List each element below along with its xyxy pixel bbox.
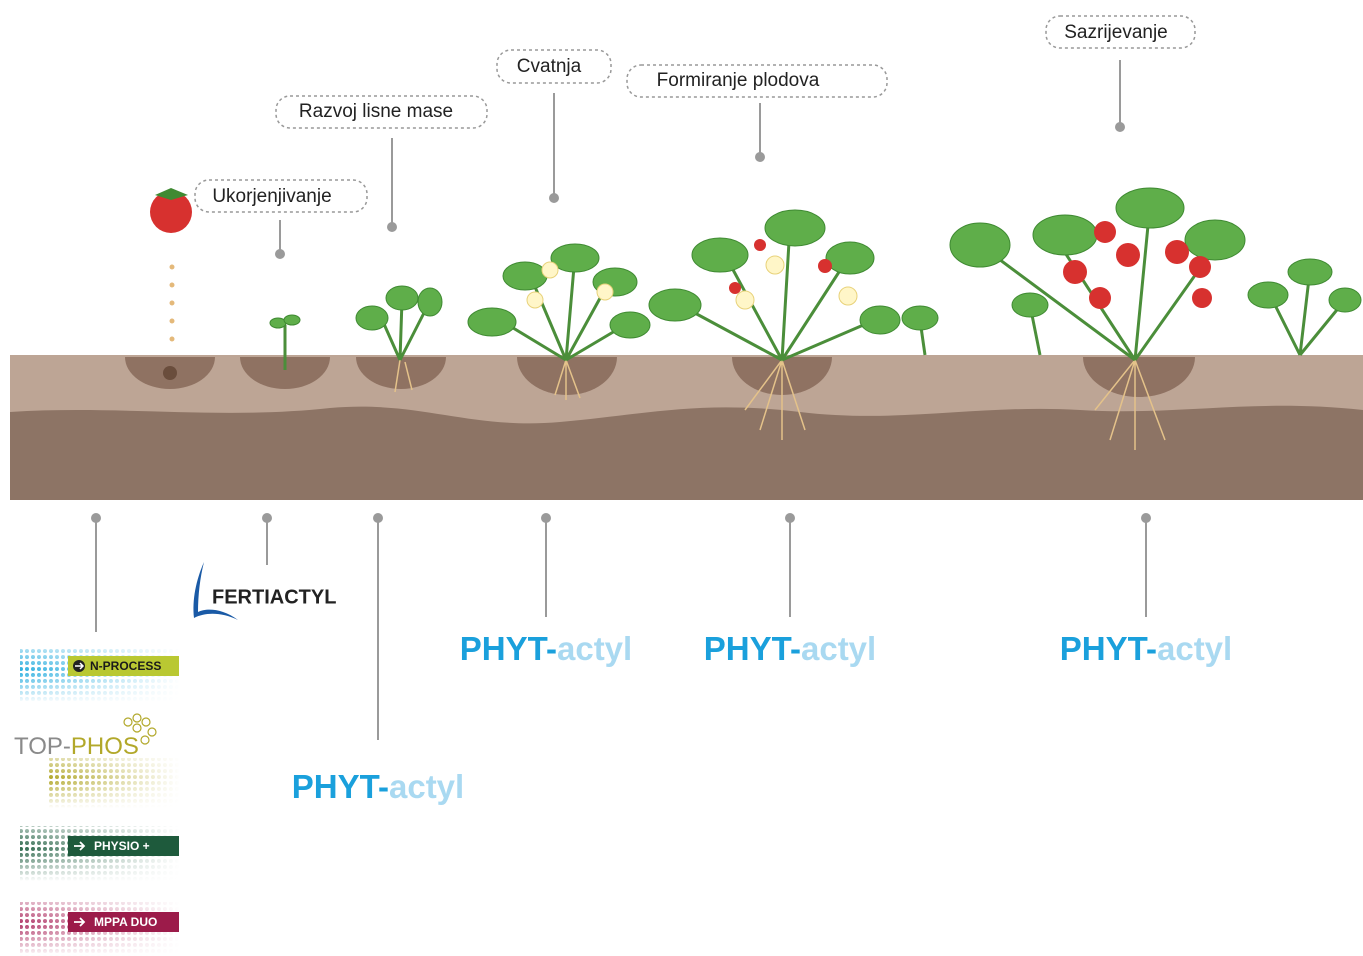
badge-label: PHYSIO + [94,839,150,853]
phytactyl-text: PHYT-actyl [704,630,876,667]
badge: N-PROCESS [20,648,180,703]
badge: MPPA DUO [20,902,180,956]
stage-label: Cvatnja [517,56,582,77]
stage-callout: Cvatnja [497,50,611,203]
phytactyl-prefix: PHYT- [292,768,389,805]
phytactyl-suffix: actyl [1157,630,1232,667]
stage-callout: Formiranje plodova [627,65,887,162]
fertiactyl-text: FERTIACTYL [212,586,336,608]
phytactyl-suffix: actyl [389,768,464,805]
phytactyl-text: PHYT-actyl [292,768,464,805]
badge: TOP-PHOS [14,714,180,808]
top-phos-text: TOP-PHOS [14,733,139,760]
stage-label: Sazrijevanje [1064,22,1168,43]
phytactyl-prefix: PHYT- [1060,630,1157,667]
phytactyl-prefix: PHYT- [704,630,801,667]
phytactyl-prefix: PHYT- [460,630,557,667]
stage-label: Ukorjenjivanje [212,186,331,207]
fertiactyl-logo: FERTIACTYL [193,562,336,620]
badge-label: N-PROCESS [90,659,161,673]
badge: PHYSIO + [20,826,180,881]
phytactyl-suffix: actyl [557,630,632,667]
phytactyl-suffix: actyl [801,630,876,667]
phytactyl-text: PHYT-actyl [1060,630,1232,667]
stage-label: Formiranje plodova [657,70,820,91]
phytactyl-text: PHYT-actyl [460,630,632,667]
diagram: Ukorjenjivanje Razvoj lisne mase Cvatnja… [0,0,1363,956]
top-phos-suffix: PHOS [71,733,139,760]
badge-label: MPPA DUO [94,915,157,929]
stage-callout: Ukorjenjivanje [195,180,367,259]
connectors [91,513,1151,740]
stage-callout: Sazrijevanje [1046,16,1195,132]
top-phos-prefix: TOP- [14,733,71,760]
stage-label: Razvoj lisne mase [299,101,453,122]
